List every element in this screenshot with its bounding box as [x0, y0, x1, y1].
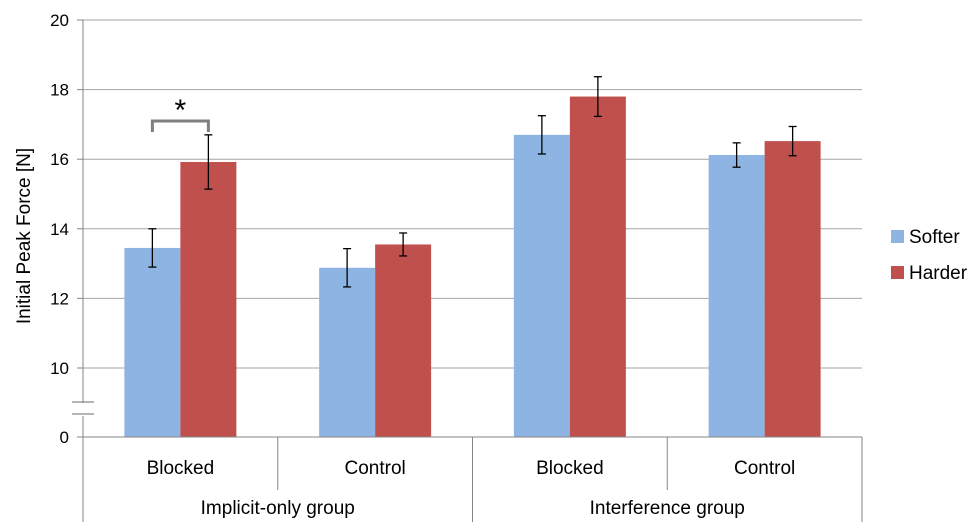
legend-label-softer: Softer	[909, 227, 960, 248]
significance-annotation: *	[150, 94, 210, 132]
significance-bracket	[150, 119, 210, 132]
bar-harder	[375, 244, 432, 437]
y-tick-label: 16	[50, 150, 69, 169]
bar-softer	[513, 134, 570, 437]
x-category-label: Control	[345, 458, 406, 479]
y-tick-label: 0	[60, 428, 69, 447]
error-bars	[148, 76, 797, 288]
significance-star: *	[175, 94, 187, 127]
bar-softer	[319, 267, 376, 437]
bar-softer	[708, 155, 765, 438]
bar-harder	[764, 141, 821, 437]
y-tick-labels: 20 18 16 14 12 10 0	[50, 11, 83, 447]
x-category-label: Blocked	[536, 458, 604, 479]
y-tick-label: 10	[50, 359, 69, 378]
x-group-label: Interference group	[590, 498, 745, 519]
y-tick-label: 18	[50, 81, 69, 100]
bars	[124, 96, 821, 438]
bar-harder	[180, 161, 237, 437]
bar-harder	[569, 96, 626, 437]
x-group-label: Implicit-only group	[201, 498, 355, 519]
x-category-labels: Blocked Control Blocked Control Implicit-onl…	[82, 437, 863, 522]
x-category-label: Blocked	[147, 458, 215, 479]
legend-swatch-harder	[891, 266, 904, 279]
legend: Softer Harder	[891, 227, 968, 284]
y-tick-label: 12	[50, 289, 69, 308]
y-axis-label: Initial Peak Force [N]	[14, 148, 35, 324]
legend-swatch-softer	[891, 230, 904, 243]
bar-softer	[124, 247, 181, 437]
y-tick-label: 14	[50, 220, 69, 239]
x-category-label: Control	[734, 458, 795, 479]
y-tick-label: 20	[50, 11, 69, 30]
legend-label-harder: Harder	[909, 263, 968, 284]
